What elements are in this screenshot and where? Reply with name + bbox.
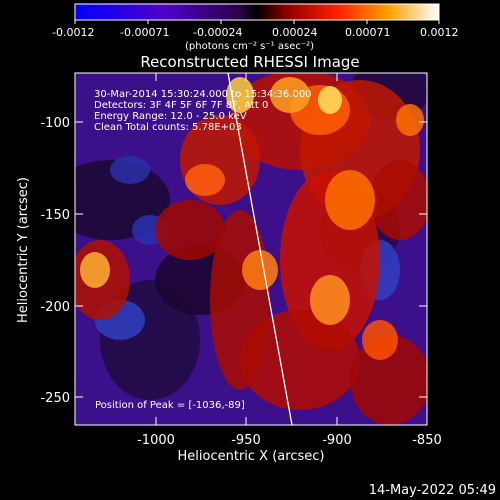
info-line: Energy Range: 12.0 - 25.0 keV: [94, 111, 247, 122]
x-axis-label: Heliocentric X (arcsec): [178, 449, 325, 464]
info-block: 30-Mar-2014 15:30:24.000 to 15:34:36.000…: [94, 89, 312, 133]
emission-region: [110, 156, 150, 184]
y-tick-label: -100: [40, 116, 70, 131]
peak-position-label: Position of Peak = [-1036,-89]: [95, 400, 245, 411]
info-line: Clean Total counts: 5.78E+03: [94, 122, 242, 133]
colorbar-tick-label: -0.00071: [120, 26, 169, 39]
emission-region: [318, 86, 342, 114]
x-tick-label: -1000: [137, 433, 175, 448]
y-tick-label: -200: [40, 300, 70, 315]
colorbar-tick-label: 0.00071: [345, 26, 391, 39]
emission-region: [185, 164, 225, 196]
colorbar-tick-label: 0.00024: [272, 26, 318, 39]
emission-region: [270, 77, 310, 113]
colorbar-ticks: [74, 20, 440, 24]
emission-region: [362, 320, 398, 360]
solar-limb-line: [227, 73, 293, 425]
info-line: 30-Mar-2014 15:30:24.000 to 15:34:36.000: [94, 89, 312, 100]
x-tick-label: -850: [412, 433, 442, 448]
colorbar: [74, 3, 440, 21]
rhessi-image: [75, 73, 427, 425]
image-title: Reconstructed RHESSI Image: [140, 53, 359, 71]
info-line: Detectors: 3F 4F 5F 6F 7F 8F, Att 0: [94, 100, 268, 111]
emission-region: [242, 250, 278, 290]
emission-region: [370, 160, 427, 240]
colorbar-tick-label: -0.00024: [193, 26, 242, 39]
colorbar-tick-label: 0.0012: [420, 26, 459, 39]
x-tick-label: -950: [231, 433, 261, 448]
emission-region: [240, 310, 360, 410]
x-axis-ticks: [155, 73, 428, 425]
y-tick-label: -250: [40, 391, 70, 406]
footer-timestamp: 14-May-2022 05:49: [369, 483, 496, 498]
emission-region: [155, 200, 225, 260]
plot-frame: [74, 72, 428, 426]
y-tick-label: -150: [40, 208, 70, 223]
y-axis-ticks: [75, 121, 427, 398]
emission-region: [80, 252, 110, 288]
y-axis-label: Heliocentric Y (arcsec): [16, 177, 31, 323]
emission-region: [350, 335, 427, 425]
emission-region: [325, 170, 375, 230]
emission-region: [396, 104, 424, 136]
colorbar-unit-label: (photons cm⁻² s⁻¹ asec⁻²): [185, 41, 314, 52]
colorbar-tick-label: -0.0012: [52, 26, 94, 39]
emission-region: [310, 275, 350, 325]
x-tick-label: -900: [322, 433, 352, 448]
